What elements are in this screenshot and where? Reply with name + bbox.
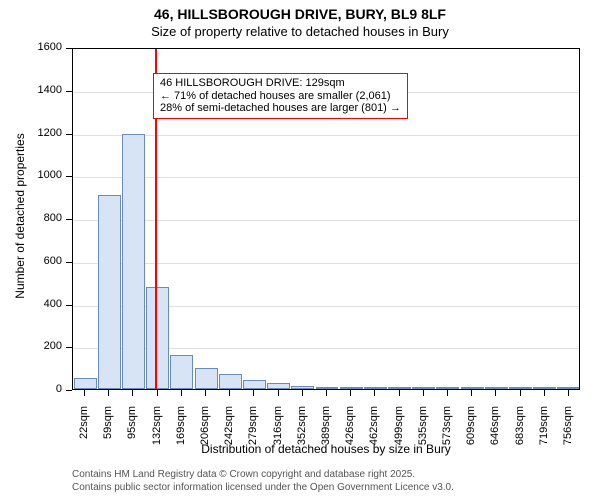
x-tick — [253, 390, 254, 396]
y-tick-label: 1000 — [0, 169, 62, 181]
y-tick — [66, 305, 72, 306]
y-tick — [66, 347, 72, 348]
x-tick — [350, 390, 351, 396]
y-tick-label: 200 — [0, 340, 62, 352]
x-tick — [84, 390, 85, 396]
bar — [195, 368, 218, 389]
y-tick — [66, 390, 72, 391]
bar — [485, 387, 508, 389]
bar — [436, 387, 459, 389]
callout-box: 46 HILLSBOROUGH DRIVE: 129sqm← 71% of de… — [153, 73, 408, 119]
chart-title-main: 46, HILLSBOROUGH DRIVE, BURY, BL9 8LF — [0, 6, 600, 22]
y-tick-label: 0 — [0, 383, 62, 395]
y-tick — [66, 48, 72, 49]
chart-title-sub: Size of property relative to detached ho… — [0, 24, 600, 39]
bar — [364, 387, 387, 389]
x-tick — [157, 390, 158, 396]
x-tick — [108, 390, 109, 396]
x-tick — [181, 390, 182, 396]
x-tick — [399, 390, 400, 396]
x-tick — [278, 390, 279, 396]
x-tick — [447, 390, 448, 396]
y-tick-label: 1600 — [0, 41, 62, 53]
x-tick — [471, 390, 472, 396]
x-tick — [326, 390, 327, 396]
bar — [122, 134, 145, 389]
bar — [557, 387, 579, 389]
bar — [267, 383, 290, 389]
x-tick — [568, 390, 569, 396]
x-tick — [302, 390, 303, 396]
bar — [412, 387, 435, 389]
x-tick — [544, 390, 545, 396]
bar — [243, 380, 266, 389]
x-tick — [229, 390, 230, 396]
y-tick — [66, 134, 72, 135]
x-tick — [205, 390, 206, 396]
y-tick — [66, 176, 72, 177]
x-tick — [374, 390, 375, 396]
plot-area: 46 HILLSBOROUGH DRIVE: 129sqm← 71% of de… — [72, 48, 580, 390]
bar — [98, 195, 121, 390]
bar — [533, 387, 556, 389]
x-tick — [423, 390, 424, 396]
x-tick — [495, 390, 496, 396]
bar — [74, 378, 97, 389]
x-tick — [520, 390, 521, 396]
y-axis-label: Number of detached properties — [13, 45, 27, 387]
y-tick-label: 400 — [0, 298, 62, 310]
bar — [219, 374, 242, 389]
bar — [146, 287, 169, 389]
y-tick-label: 1400 — [0, 84, 62, 96]
y-tick — [66, 262, 72, 263]
y-tick-label: 600 — [0, 255, 62, 267]
bar — [388, 387, 411, 389]
x-axis-label: Distribution of detached houses by size … — [72, 442, 580, 456]
callout-line: 28% of semi-detached houses are larger (… — [160, 102, 401, 115]
callout-line: ← 71% of detached houses are smaller (2,… — [160, 90, 401, 103]
bar — [340, 387, 363, 389]
bar — [509, 387, 532, 389]
y-tick — [66, 219, 72, 220]
bar — [461, 387, 484, 389]
y-tick-label: 800 — [0, 212, 62, 224]
bar — [291, 386, 314, 389]
y-tick-label: 1200 — [0, 127, 62, 139]
bar — [316, 387, 339, 389]
bar — [170, 355, 193, 389]
footer-line-1: Contains HM Land Registry data © Crown c… — [72, 468, 415, 481]
y-tick — [66, 91, 72, 92]
callout-line: 46 HILLSBOROUGH DRIVE: 129sqm — [160, 77, 401, 90]
footer-line-2: Contains public sector information licen… — [72, 481, 454, 494]
x-tick — [132, 390, 133, 396]
